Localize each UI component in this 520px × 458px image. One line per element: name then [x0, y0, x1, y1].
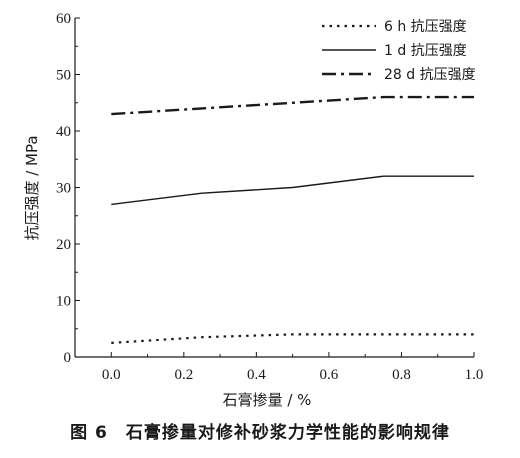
y-tick-label: 30: [56, 181, 71, 197]
legend-label: 6 h 抗压强度: [384, 19, 467, 35]
x-tick-label: 0.8: [392, 367, 411, 383]
x-tick-label: 0.6: [320, 367, 339, 383]
y-axis-label: 抗压强度 / MPa: [23, 135, 41, 240]
x-axis-label: 石膏掺量 / %: [223, 391, 312, 409]
axes: 0 10 20 30 40 50 60 0.0 0.2 0.4 0.6 0.8 1.0: [56, 11, 483, 383]
y-tick-label: 50: [56, 68, 71, 84]
series-line-dotted: [111, 333, 474, 344]
legend-label: 1 d 抗压强度: [384, 43, 467, 59]
x-tick-label: 0.4: [247, 367, 266, 383]
y-tick-label: 60: [56, 11, 71, 27]
y-tick-label: 10: [56, 294, 71, 310]
series-group: [111, 95, 474, 344]
y-tick-label: 40: [56, 124, 71, 140]
series-line-dashdot: [111, 95, 474, 116]
y-tick-label: 0: [64, 350, 72, 366]
legend-label: 28 d 抗压强度: [384, 67, 476, 83]
y-tick-label: 20: [56, 237, 71, 253]
legend: 6 h 抗压强度 1 d 抗压强度 28 d 抗压强度: [322, 19, 476, 83]
x-tick-label: 1.0: [465, 367, 484, 383]
strength-chart: 0 10 20 30 40 50 60 0.0 0.2 0.4 0.6 0.8 1.0 6 h 抗压强度…: [23, 11, 483, 409]
x-tick-label: 0.0: [102, 367, 121, 383]
series-line-solid: [111, 175, 474, 206]
x-tick-label: 0.2: [174, 367, 193, 383]
figure-caption: 图 6 石膏掺量对修补砂浆力学性能的影响规律: [70, 423, 450, 443]
